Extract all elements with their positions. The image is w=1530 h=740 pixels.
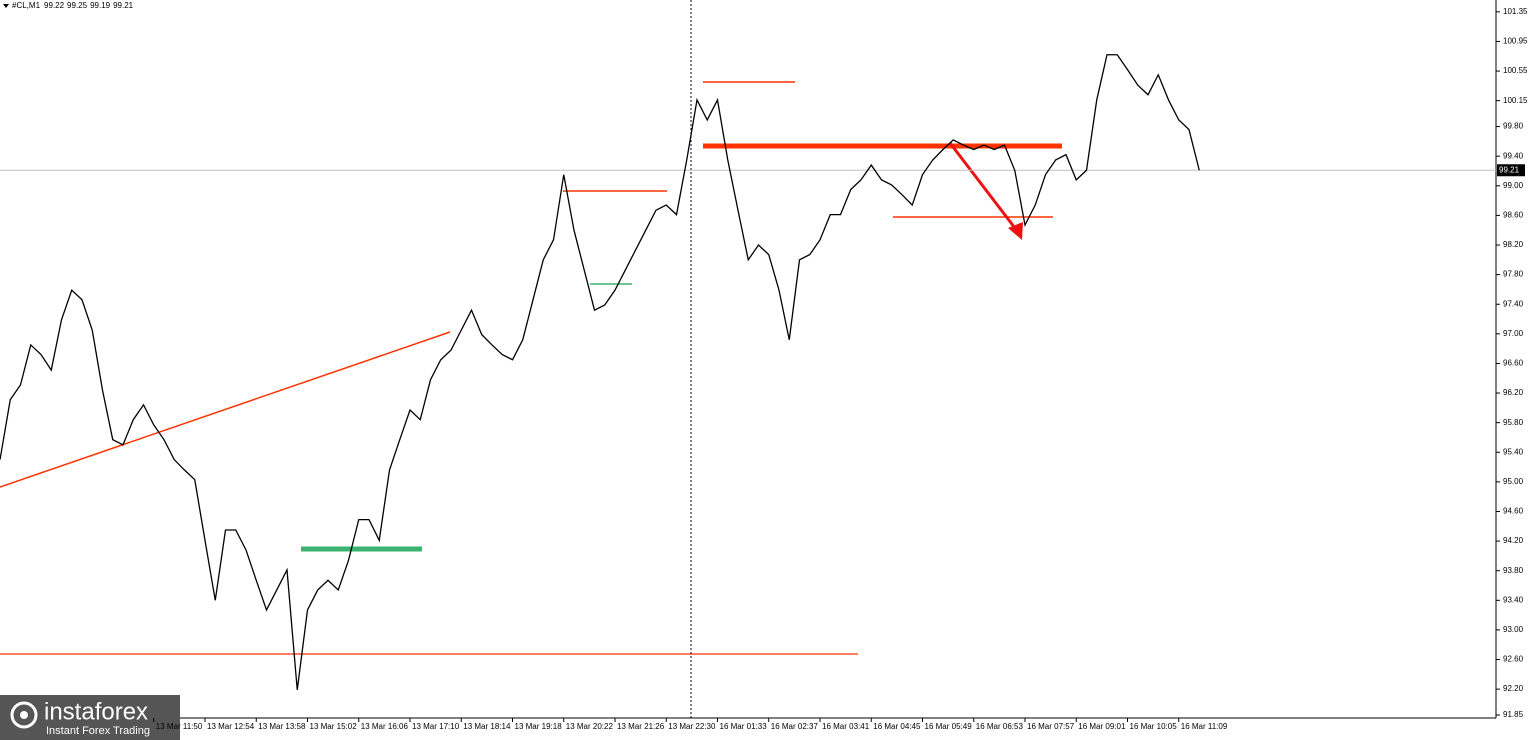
- y-tick-label: 96.20: [1503, 388, 1524, 397]
- x-tick-label: 13 Mar 22:30: [668, 722, 716, 731]
- header: #CL,M1 99.22 99.25 99.19 99.21: [12, 1, 134, 10]
- logo-icon: [20, 711, 28, 719]
- x-tick-label: 16 Mar 05:49: [925, 722, 973, 731]
- x-tick-label: 16 Mar 10:05: [1130, 722, 1178, 731]
- y-tick-label: 94.20: [1503, 536, 1524, 545]
- x-tick-label: 16 Mar 03:41: [822, 722, 870, 731]
- y-tick-label: 95.40: [1503, 447, 1524, 456]
- y-tick-label: 92.20: [1503, 684, 1524, 693]
- x-tick-label: 13 Mar 18:14: [463, 722, 511, 731]
- y-tick-label: 91.85: [1503, 710, 1524, 719]
- x-tick-label: 13 Mar 19:18: [515, 722, 563, 731]
- trend-line: [0, 331, 451, 488]
- y-tick-label: 96.60: [1503, 359, 1524, 368]
- y-tick-label: 98.60: [1503, 211, 1524, 220]
- x-tick-label: 13 Mar 16:06: [361, 722, 409, 731]
- y-tick-label: 99.80: [1503, 122, 1524, 131]
- x-tick-label: 13 Mar 21:26: [617, 722, 665, 731]
- symbol: #CL,M1: [12, 1, 41, 10]
- x-tick-label: 16 Mar 09:01: [1078, 722, 1126, 731]
- x-tick-label: 16 Mar 01:33: [720, 722, 768, 731]
- x-tick-label: 13 Mar 20:22: [566, 722, 614, 731]
- arrow-head: [1008, 222, 1023, 240]
- x-tick-label: 16 Mar 02:37: [771, 722, 819, 731]
- x-tick-label: 16 Mar 04:45: [873, 722, 921, 731]
- y-tick-label: 93.40: [1503, 595, 1524, 604]
- high: 99.25: [67, 1, 88, 10]
- y-tick-label: 99.40: [1503, 151, 1524, 160]
- x-tick-label: 13 Mar 15:02: [310, 722, 358, 731]
- y-tick-label: 95.00: [1503, 477, 1524, 486]
- drawings: [0, 0, 1062, 718]
- y-tick-label: 93.00: [1503, 625, 1524, 634]
- y-tick-label: 93.80: [1503, 566, 1524, 575]
- x-tick-label: 13 Mar 17:10: [412, 722, 460, 731]
- tagline: Instant Forex Trading: [46, 725, 150, 737]
- x-tick-label: 16 Mar 06:53: [976, 722, 1024, 731]
- low: 99.19: [90, 1, 111, 10]
- current-price-label: 99.21: [1499, 165, 1520, 174]
- logo-box: [0, 695, 180, 740]
- x-tick-label: 13 Mar 12:54: [207, 722, 255, 731]
- y-tick-label: 97.40: [1503, 299, 1524, 308]
- y-tick-label: 101.35: [1503, 7, 1528, 16]
- watermark: instaforex Instant Forex Trading: [0, 695, 180, 740]
- y-tick-label: 100.15: [1503, 96, 1528, 105]
- menu-triangle[interactable]: [3, 4, 9, 8]
- y-tick-label: 100.95: [1503, 37, 1528, 46]
- y-tick-label: 95.80: [1503, 418, 1524, 427]
- forecast-arrow: [948, 142, 1020, 233]
- y-tick-label: 97.00: [1503, 329, 1524, 338]
- y-tick-label: 97.80: [1503, 270, 1524, 279]
- open: 99.22: [44, 1, 65, 10]
- x-tick-label: 13 Mar 13:58: [258, 722, 306, 731]
- y-tick-label: 92.60: [1503, 655, 1524, 664]
- logo-icon: [10, 701, 38, 729]
- current-price-box: [1497, 164, 1525, 177]
- y-tick-label: 99.00: [1503, 181, 1524, 190]
- x-tick-label: 13 Mar 11:50: [156, 722, 203, 731]
- y-tick-label: 94.60: [1503, 507, 1524, 516]
- y-tick-label: 98.20: [1503, 240, 1524, 249]
- close: 99.21: [113, 1, 134, 10]
- brand: instaforex: [44, 698, 148, 725]
- x-tick-label: 16 Mar 11:09: [1181, 722, 1228, 731]
- y-tick-label: 100.55: [1503, 66, 1528, 75]
- x-tick-label: 16 Mar 07:57: [1027, 722, 1075, 731]
- price-line: [0, 54, 1200, 690]
